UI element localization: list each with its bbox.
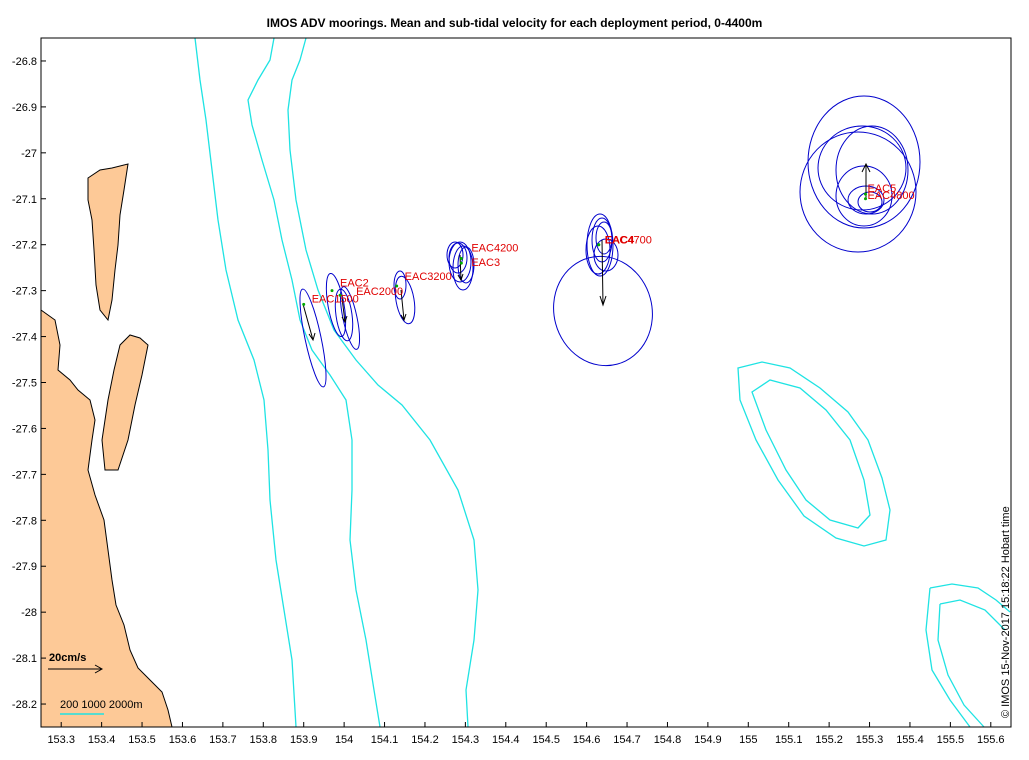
map-frame bbox=[40, 37, 1012, 728]
coastline-land bbox=[40, 163, 173, 728]
isobath-legend-label: 200 1000 2000m bbox=[60, 699, 143, 711]
lon-tick-label: 153.3 bbox=[47, 734, 75, 746]
lon-tick-label: 154.6 bbox=[573, 734, 601, 746]
lat-tick-label: -26.9 bbox=[12, 102, 37, 114]
lon-tick-label: 154.1 bbox=[371, 734, 399, 746]
mooring-label-eac5: EAC5 bbox=[868, 183, 897, 195]
mooring-label-eac2: EAC2 bbox=[340, 278, 369, 290]
lon-tick-label: 155.6 bbox=[977, 734, 1005, 746]
lon-tick-label: 154.7 bbox=[613, 734, 641, 746]
map-title: IMOS ADV moorings. Mean and sub-tidal ve… bbox=[266, 16, 763, 30]
scale-arrow bbox=[48, 664, 104, 674]
mooring-label-eac3200: EAC3200 bbox=[405, 271, 452, 283]
lon-tick-label: 153.4 bbox=[88, 734, 116, 746]
mooring-position-marker bbox=[864, 197, 867, 201]
mooring-label-eac4200: EAC4200 bbox=[471, 242, 518, 254]
lon-tick-label: 153.8 bbox=[250, 734, 278, 746]
lat-tick-label: -28 bbox=[21, 607, 37, 619]
lat-tick-label: -27.9 bbox=[12, 561, 37, 573]
velocity-ellipses bbox=[299, 95, 921, 388]
mooring-position-marker bbox=[395, 284, 399, 288]
lon-tick-label: 155.2 bbox=[815, 734, 843, 746]
lon-tick-label: 154.9 bbox=[694, 734, 722, 746]
lon-tick-label: 153.9 bbox=[290, 734, 318, 746]
mooring-position-marker bbox=[330, 289, 334, 293]
mooring-label-eac3: EAC3 bbox=[471, 257, 500, 269]
lon-tick-label: 153.5 bbox=[128, 734, 156, 746]
lat-tick-label: -27.6 bbox=[12, 423, 37, 435]
scale-arrow-label: 20cm/s bbox=[49, 652, 86, 664]
mooring-label-eac4: EAC4 bbox=[605, 235, 635, 247]
lon-tick-label: 154.8 bbox=[654, 734, 682, 746]
lon-tick-label: 155.5 bbox=[937, 734, 965, 746]
lon-tick-label: 154.2 bbox=[411, 734, 439, 746]
mooring-label-eac4800: EAC4800 bbox=[868, 190, 915, 202]
lon-tick-label: 154.4 bbox=[492, 734, 520, 746]
lon-tick-label: 154.3 bbox=[452, 734, 480, 746]
lat-tick-label: -28.2 bbox=[12, 699, 37, 711]
velocity-arrows bbox=[302, 162, 871, 342]
lon-tick-label: 153.6 bbox=[169, 734, 197, 746]
lat-tick-label: -26.8 bbox=[12, 56, 37, 68]
lat-tick-label: -28.1 bbox=[12, 653, 37, 665]
mooring-label-eac2000: EAC2000 bbox=[356, 286, 403, 298]
lat-tick-label: -27 bbox=[21, 148, 37, 160]
mooring-label-eac4700: EAC4700 bbox=[605, 235, 652, 247]
mooring-position-marker bbox=[459, 256, 463, 260]
lat-axis-ticks: -26.8 -26.9 -27 -27.1 -27.2 -27.3 -27.4 -27.5 -2… bbox=[12, 56, 46, 711]
lat-tick-label: -27.2 bbox=[12, 240, 37, 252]
timestamp-note: © IMOS 15-Nov-2017 15:18:22 Hobart time bbox=[1000, 506, 1012, 718]
mooring-position-marker bbox=[864, 192, 867, 196]
lat-tick-label: -27.8 bbox=[12, 515, 37, 527]
mooring-position-marker bbox=[459, 261, 463, 265]
lon-tick-label: 154 bbox=[335, 734, 353, 746]
mooring-position-marker bbox=[597, 243, 601, 247]
lat-tick-label: -27.1 bbox=[12, 194, 37, 206]
lon-tick-label: 153.7 bbox=[209, 734, 237, 746]
lat-tick-label: -27.5 bbox=[12, 378, 37, 390]
lat-tick-label: -27.7 bbox=[12, 469, 37, 481]
lon-tick-label: 155.1 bbox=[775, 734, 803, 746]
isobath-contours bbox=[194, 37, 1011, 728]
mooring-position-marker bbox=[338, 293, 342, 297]
lon-tick-label: 155 bbox=[739, 734, 757, 746]
lon-tick-label: 155.3 bbox=[856, 734, 884, 746]
lat-tick-label: -27.3 bbox=[12, 286, 37, 298]
mooring-position-marker bbox=[302, 302, 306, 306]
lon-tick-label: 155.4 bbox=[896, 734, 924, 746]
lon-axis-ticks: 153.3 153.4 153.5 153.6 153.7 153.8 153.9 154 15… bbox=[47, 722, 1005, 746]
lat-tick-label: -27.4 bbox=[12, 332, 37, 344]
mooring-label-eac1500: EAC1500 bbox=[312, 293, 359, 305]
lon-tick-label: 154.5 bbox=[532, 734, 560, 746]
